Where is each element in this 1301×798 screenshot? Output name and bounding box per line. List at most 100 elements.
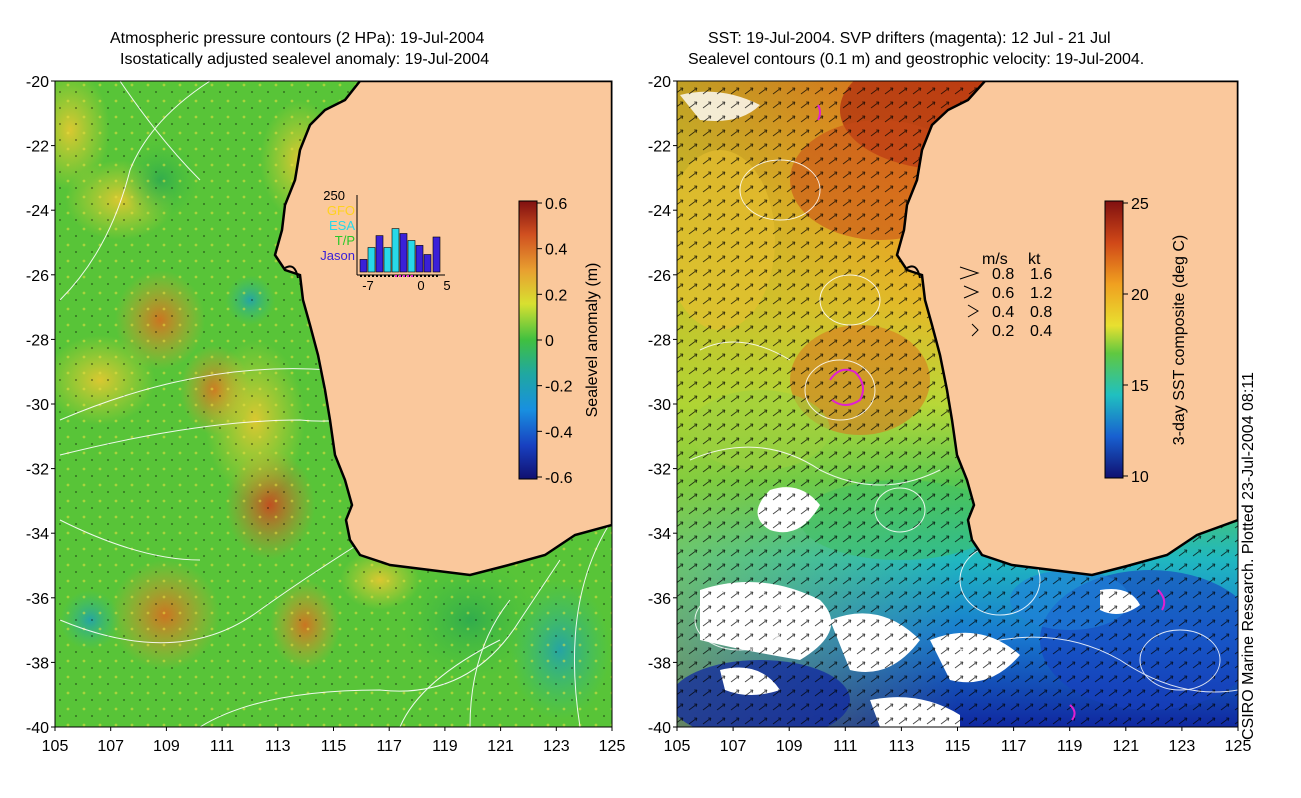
left-lat-tick-label: -38 (26, 655, 49, 672)
inset-bar (359, 259, 368, 273)
inset-xtick-1: 0 (417, 278, 424, 293)
colorbar-tick-label: 0.6 (545, 196, 567, 213)
speed-ms: 0.8 (992, 266, 1014, 283)
right-title-line2: Sealevel contours (0.1 m) and geostrophi… (688, 51, 1145, 68)
left-lon-tick-label: 105 (42, 738, 69, 755)
right-lat-tick-label: -36 (648, 591, 671, 608)
speed-legend: m/s kt 0.8 1.6 0.6 1.2 0.4 0.8 0.2 0.4 (959, 251, 1052, 340)
right-lat-axis: -20 -22 -24 -26 -28 -30 -32 -34 -36 -38 -40 (648, 74, 677, 737)
colorbar-tick-label: 20 (1131, 287, 1149, 304)
colorbar-tick-label: -0.2 (545, 379, 573, 396)
speed-ms: 0.2 (992, 323, 1014, 340)
right-lon-tick-label: 113 (889, 738, 915, 755)
left-lat-axis: -20 -22 -24 -26 -28 -30 -32 -34 -36 -38 -40 (26, 74, 55, 737)
left-lat-tick-label: -28 (26, 332, 49, 349)
left-lat-tick-label: -36 (26, 591, 49, 608)
left-lat-tick-label: -22 (26, 139, 49, 156)
left-lon-tick-label: 119 (432, 738, 458, 755)
right-lon-tick-label: 119 (1057, 738, 1083, 755)
inset-ymax: 250 (323, 188, 345, 203)
inset-bar (415, 245, 424, 273)
left-title-line1: Atmospheric pressure contours (2 HPa): 1… (110, 30, 485, 47)
left-lon-tick-label: 117 (376, 738, 402, 755)
speed-kt: 0.4 (1030, 323, 1052, 340)
right-lat-tick-label: -26 (648, 268, 671, 285)
inset-legend-esa: ESA (329, 218, 355, 233)
right-map (677, 81, 1238, 727)
right-lon-tick-label: 125 (1225, 738, 1252, 755)
inset-bar (423, 254, 432, 273)
left-lon-tick-label: 125 (599, 738, 626, 755)
left-lon-tick-label: 115 (321, 738, 347, 755)
left-lat-tick-label: -26 (26, 268, 49, 285)
left-lat-tick-label: -34 (26, 526, 49, 543)
right-lat-tick-label: -34 (648, 526, 671, 543)
inset-bar (367, 247, 376, 273)
colorbar-tick-label: 15 (1131, 378, 1149, 395)
inset-bar (399, 233, 408, 273)
right-lon-tick-label: 123 (1169, 738, 1196, 755)
right-lat-tick-label: -32 (648, 462, 671, 479)
colorbar-tick-label: -0.4 (545, 424, 573, 441)
left-lon-axis: 105 107 109 111 113 115 117 119 121 123 125 (42, 727, 626, 755)
speed-arrow (959, 266, 980, 280)
left-lat-tick-label: -32 (26, 462, 49, 479)
inset-bar (432, 236, 441, 273)
right-lon-axis: 105 107 109 111 113 115 117 119 121 123 125 (664, 727, 1252, 755)
credit-text: CSIRO Marine Research. Plotted 23-Jul-20… (1240, 372, 1257, 740)
right-lon-tick-label: 107 (720, 738, 747, 755)
right-title-line1: SST: 19-Jul-2004. SVP drifters (magenta)… (708, 30, 1111, 47)
right-lon-tick-label: 121 (1112, 738, 1139, 755)
right-lat-tick-label: -24 (648, 203, 671, 220)
inset-xtick-0: -7 (362, 278, 374, 293)
left-title-line2: Isostatically adjusted sealevel anomaly:… (120, 51, 490, 68)
left-lat-tick-label: -24 (26, 203, 49, 220)
speed-ms: 0.4 (992, 304, 1014, 321)
right-lat-tick-label: -40 (648, 720, 671, 737)
colorbar-tick-label: 0.4 (545, 242, 567, 259)
right-lon-tick-label: 105 (664, 738, 691, 755)
speed-kt: 0.8 (1030, 304, 1052, 321)
colorbar-tick-label: -0.6 (545, 470, 573, 487)
left-lon-tick-label: 121 (487, 738, 514, 755)
colorbar-tick-label: 0.2 (545, 287, 567, 304)
sealevel-contours (689, 159, 1238, 693)
inset-bar (383, 247, 392, 273)
left-lat-tick-label: -20 (26, 74, 49, 91)
speed-arrow (971, 323, 979, 337)
left-lat-tick-label: -40 (26, 720, 49, 737)
right-lat-tick-label: -30 (648, 397, 671, 414)
left-lat-tick-label: -30 (26, 397, 49, 414)
left-lon-tick-label: 113 (265, 738, 291, 755)
inset-legend-gfo: GFO (327, 203, 355, 218)
speed-kt: 1.2 (1030, 285, 1052, 302)
left-lon-tick-label: 107 (97, 738, 124, 755)
right-colorbar: 25 20 15 10 3-day SST composite (deg C) (1104, 196, 1188, 486)
left-lon-tick-label: 123 (543, 738, 570, 755)
right-lat-tick-label: -22 (648, 139, 671, 156)
left-lon-tick-label: 109 (153, 738, 180, 755)
right-lat-tick-label: -28 (648, 332, 671, 349)
speed-legend-header-kt: kt (1028, 251, 1041, 268)
inset-bar (375, 235, 384, 273)
left-lon-tick-label: 111 (210, 738, 234, 755)
speed-ms: 0.6 (992, 285, 1014, 302)
speed-kt: 1.6 (1030, 266, 1052, 283)
inset-bar (391, 228, 400, 273)
inset-legend-jason: Jason (320, 248, 355, 263)
right-lon-tick-label: 111 (833, 738, 857, 755)
inset-legend-tp: T/P (335, 233, 355, 248)
speed-arrow (963, 285, 980, 299)
right-colorbar-label: 3-day SST composite (deg C) (1171, 235, 1188, 445)
colorbar-tick-label: 25 (1131, 196, 1149, 213)
speed-legend-header-ms: m/s (982, 251, 1008, 268)
inset-bar (407, 240, 416, 273)
right-lat-tick-label: -20 (648, 74, 671, 91)
right-lon-tick-label: 109 (776, 738, 803, 755)
drifter-track (829, 368, 865, 406)
right-lon-tick-label: 117 (1001, 738, 1027, 755)
left-colorbar: 0.6 0.4 0.2 0 -0.2 -0.4 -0.6 Sealevel anomaly … (518, 196, 601, 487)
right-land (895, 81, 1238, 577)
colorbar-tick-label: 10 (1131, 469, 1149, 486)
